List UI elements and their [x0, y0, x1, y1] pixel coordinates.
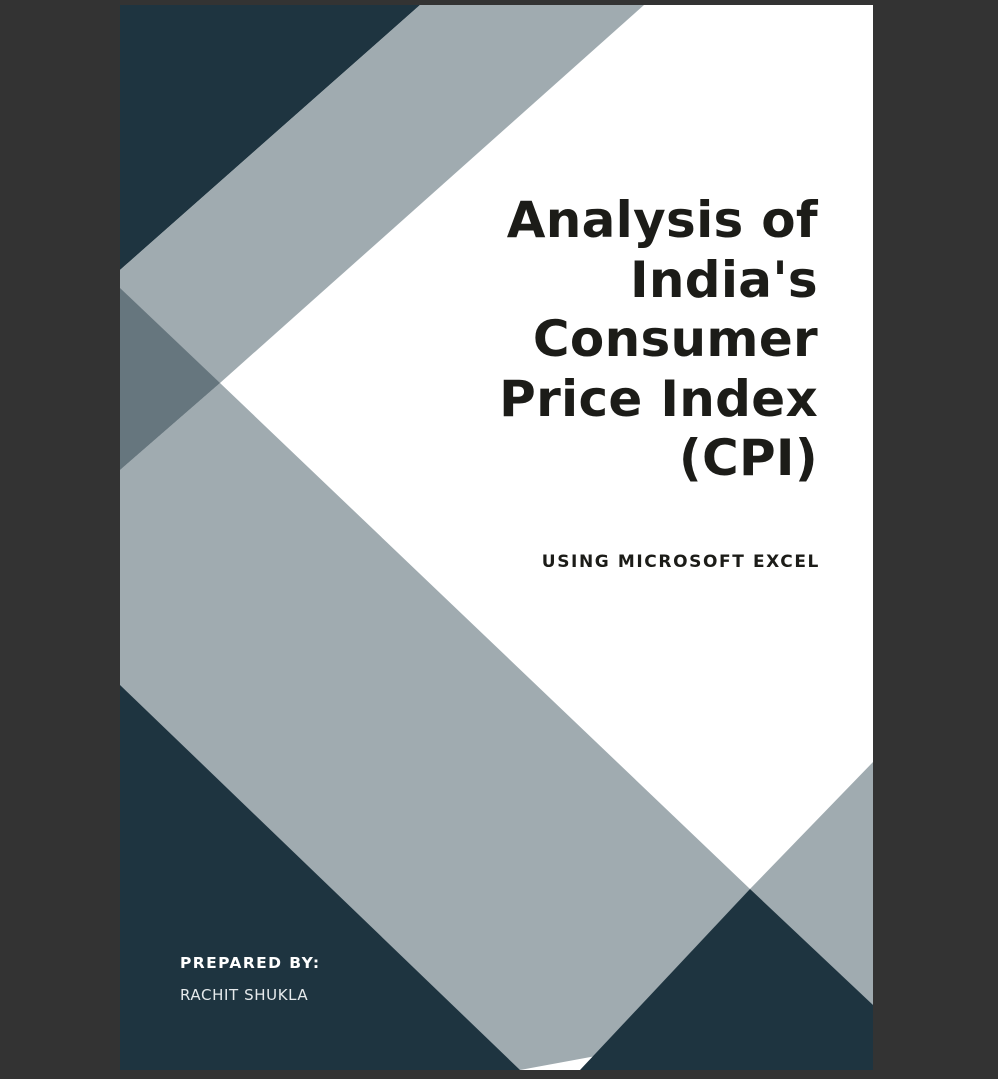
- title-line: Analysis of: [506, 191, 818, 249]
- title-line: Price Index: [499, 369, 818, 428]
- slate-overlap-wedge: [120, 288, 220, 470]
- author-name: RACHIT SHUKLA: [180, 986, 309, 1004]
- title-line: (CPI): [678, 429, 818, 487]
- cover-title: Analysis of India's Consumer Price Index…: [398, 191, 818, 489]
- cover-page: Analysis of India's Consumer Price Index…: [120, 5, 873, 1070]
- title-line: India's: [629, 250, 818, 309]
- slate-upper-band: [120, 5, 644, 470]
- navy-bottom-left-shape: [120, 685, 520, 1070]
- cover-subtitle: USING MICROSOFT EXCEL: [541, 552, 820, 572]
- cover-geometric-artwork: [120, 5, 873, 1070]
- title-line: Consumer: [532, 310, 818, 368]
- navy-bottom-right-shape: [580, 889, 873, 1070]
- prepared-by-label: PREPARED BY:: [180, 954, 321, 972]
